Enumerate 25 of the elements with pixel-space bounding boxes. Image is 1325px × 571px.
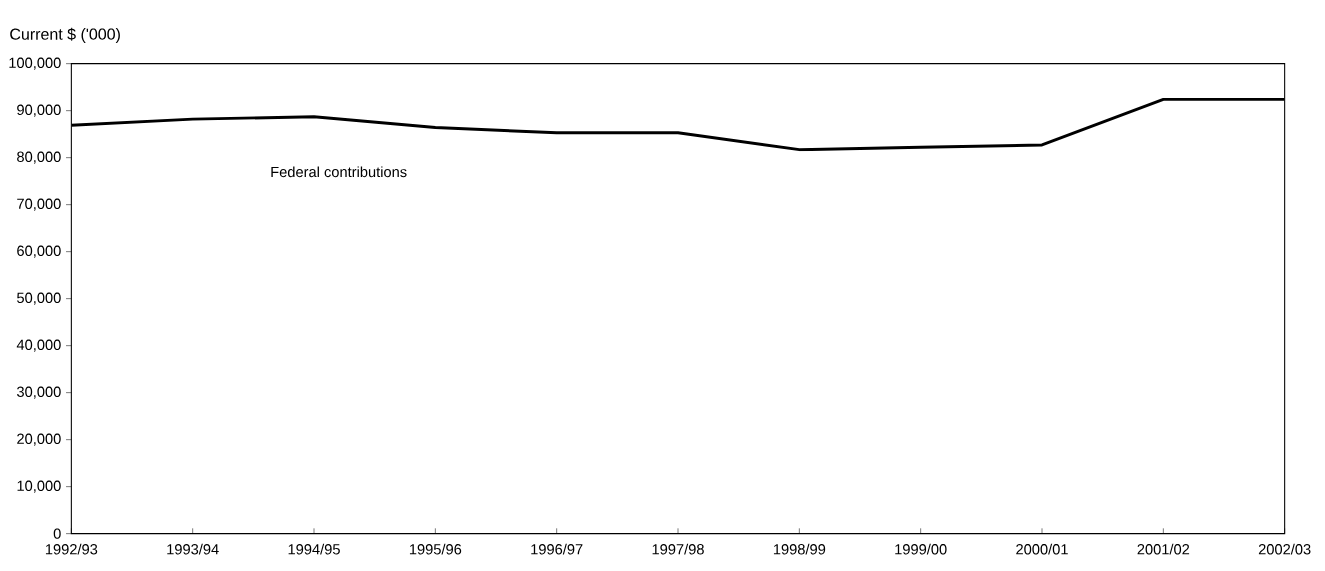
x-tick-label: 1993/94	[167, 543, 219, 555]
text: Federal contributions	[271, 166, 407, 178]
y-tick-label: 60,000	[17, 245, 61, 258]
y-tick-label: 70,000	[17, 198, 61, 211]
y-tick-label: 40,000	[16, 339, 61, 352]
x-tick-label: 1996/97	[531, 543, 583, 555]
x-tick-label: 1994/95	[288, 543, 340, 555]
y-tick-label: 30,000	[17, 386, 61, 399]
y-tick-label: 50,000	[17, 292, 61, 305]
x-tick-label: 1998/99	[773, 543, 826, 555]
x-tick-label: 1995/96	[409, 543, 462, 555]
y-tick-label: 20,000	[17, 433, 61, 446]
y-tick-label: 80,000	[17, 151, 61, 164]
y-tick-label: 0	[53, 528, 61, 539]
x-tick-label: 1997/98	[652, 543, 704, 555]
y-tick-label: 90,000	[17, 104, 61, 117]
line-series	[71, 97, 1285, 152]
x-tick-label: 2002/03	[1258, 543, 1311, 555]
y-tick-label: 10,000	[17, 480, 61, 493]
x-tick-label: 1992/93	[45, 543, 98, 555]
y-axis-title: Current $ ('000)	[10, 27, 120, 43]
x-tick-label: 2001/02	[1137, 543, 1190, 555]
x-tick-label: 1999/00	[895, 543, 947, 555]
y-tick-label: 100,000	[9, 57, 61, 70]
x-tick-label: 2000/01	[1016, 543, 1068, 555]
